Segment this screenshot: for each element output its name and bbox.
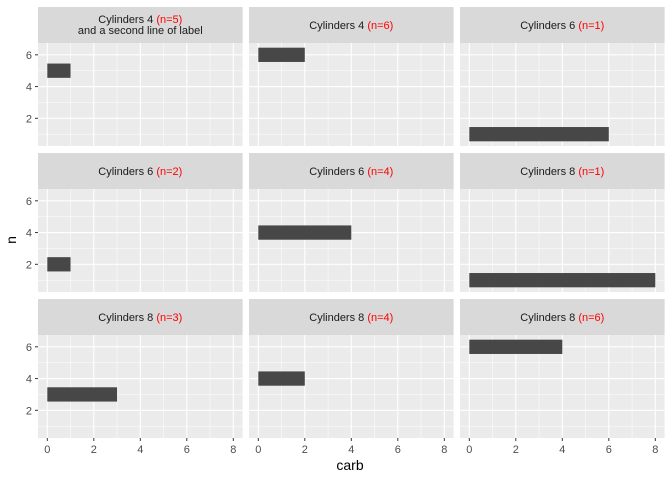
x-tick-label: 8	[441, 444, 447, 456]
strip-background	[38, 153, 243, 189]
strip-label-text: Cylinders 4	[98, 14, 156, 26]
x-tick-label: 4	[348, 444, 354, 456]
facet-panel: Cylinders 8 (n=3) 2 4 6 0 2 4 6 8	[26, 299, 243, 456]
strip-count: (n=1)	[578, 166, 604, 178]
strip-label-text: Cylinders 8	[520, 166, 578, 178]
strip-label: Cylinders 8 (n=4)	[309, 312, 393, 324]
x-tick-label: 6	[606, 444, 612, 456]
strip-count: (n=6)	[367, 20, 393, 32]
strip-count: (n=4)	[367, 312, 393, 324]
facet-panel: Cylinders 6 (n=4)	[249, 153, 454, 292]
x-tick-label: 0	[44, 444, 50, 456]
strip-label-text: Cylinders 6	[309, 166, 367, 178]
x-tick-label: 6	[184, 444, 190, 456]
y-tick-label: 2	[26, 113, 32, 125]
bar	[47, 257, 71, 272]
x-tick-label: 2	[302, 444, 308, 456]
strip-background	[38, 7, 243, 43]
strip-label: Cylinders 6 (n=1)	[520, 20, 604, 32]
strip-label: Cylinders 6 (n=4)	[309, 166, 393, 178]
x-tick-label: 6	[395, 444, 401, 456]
strip-label-text: Cylinders 6	[98, 166, 156, 178]
strip-count: (n=2)	[156, 166, 182, 178]
strip-label-text: Cylinders 8	[98, 312, 156, 324]
bar	[47, 63, 71, 78]
strip-background	[460, 7, 665, 43]
x-axis-label: carb	[336, 457, 363, 473]
facet-panel: Cylinders 6 (n=1)	[460, 7, 665, 146]
strip-label: Cylinders 8 (n=1)	[520, 166, 604, 178]
facet-panel: Cylinders 8 (n=4) 0 2 4 6 8	[249, 299, 454, 456]
bar	[469, 339, 563, 354]
facet-panel: Cylinders 8 (n=6) 0 2 4 6 8	[460, 299, 665, 456]
y-tick-label: 4	[26, 82, 32, 94]
strip-label: Cylinders 4 (n=6)	[309, 20, 393, 32]
strip-label-text: Cylinders 6	[520, 20, 578, 32]
x-tick-label: 2	[91, 444, 97, 456]
y-tick-label: 2	[26, 259, 32, 271]
x-tick-label: 0	[255, 444, 261, 456]
strip-background	[460, 299, 665, 335]
strip-label: Cylinders 8 (n=3)	[98, 312, 182, 324]
bar	[469, 273, 656, 288]
y-tick-label: 6	[26, 50, 32, 62]
strip-background	[249, 299, 454, 335]
x-tick-label: 4	[137, 444, 143, 456]
facet-panel: Cylinders 4 (n=5)and a second line of la…	[26, 7, 243, 146]
bar	[258, 371, 305, 386]
strip-label-text: Cylinders 8	[309, 312, 367, 324]
bar	[258, 225, 352, 240]
strip-background	[38, 299, 243, 335]
strip-count: (n=5)	[156, 14, 182, 26]
strip-label-text: Cylinders 4	[309, 20, 367, 32]
x-tick-label: 2	[513, 444, 519, 456]
facet-panel: Cylinders 4 (n=6)	[249, 7, 454, 146]
strip-label: Cylinders 6 (n=2)	[98, 166, 182, 178]
x-tick-label: 8	[230, 444, 236, 456]
y-tick-label: 6	[26, 196, 32, 208]
strip-background	[249, 153, 454, 189]
strip-label: Cylinders 8 (n=6)	[520, 312, 604, 324]
strip-count: (n=4)	[367, 166, 393, 178]
strip-label-text: Cylinders 8	[520, 312, 578, 324]
facet-panel: Cylinders 6 (n=2) 2 4 6	[26, 153, 243, 292]
y-tick-label: 6	[26, 342, 32, 354]
bar	[258, 47, 305, 62]
facet-panel: Cylinders 8 (n=1)	[460, 153, 665, 292]
bar	[47, 387, 118, 402]
strip-label-line2: and a second line of label	[78, 25, 203, 37]
y-axis-label: n	[3, 236, 19, 244]
strip-count: (n=1)	[578, 20, 604, 32]
strip-count: (n=3)	[156, 312, 182, 324]
x-tick-label: 8	[652, 444, 658, 456]
strip-count: (n=6)	[578, 312, 604, 324]
x-tick-label: 0	[466, 444, 472, 456]
y-tick-label: 4	[26, 374, 32, 386]
strip-background	[249, 7, 454, 43]
x-tick-label: 4	[559, 444, 565, 456]
strip-background	[460, 153, 665, 189]
y-tick-label: 2	[26, 405, 32, 417]
bar	[469, 127, 609, 142]
strip-label: Cylinders 4 (n=5)	[98, 14, 182, 26]
y-tick-label: 4	[26, 228, 32, 240]
